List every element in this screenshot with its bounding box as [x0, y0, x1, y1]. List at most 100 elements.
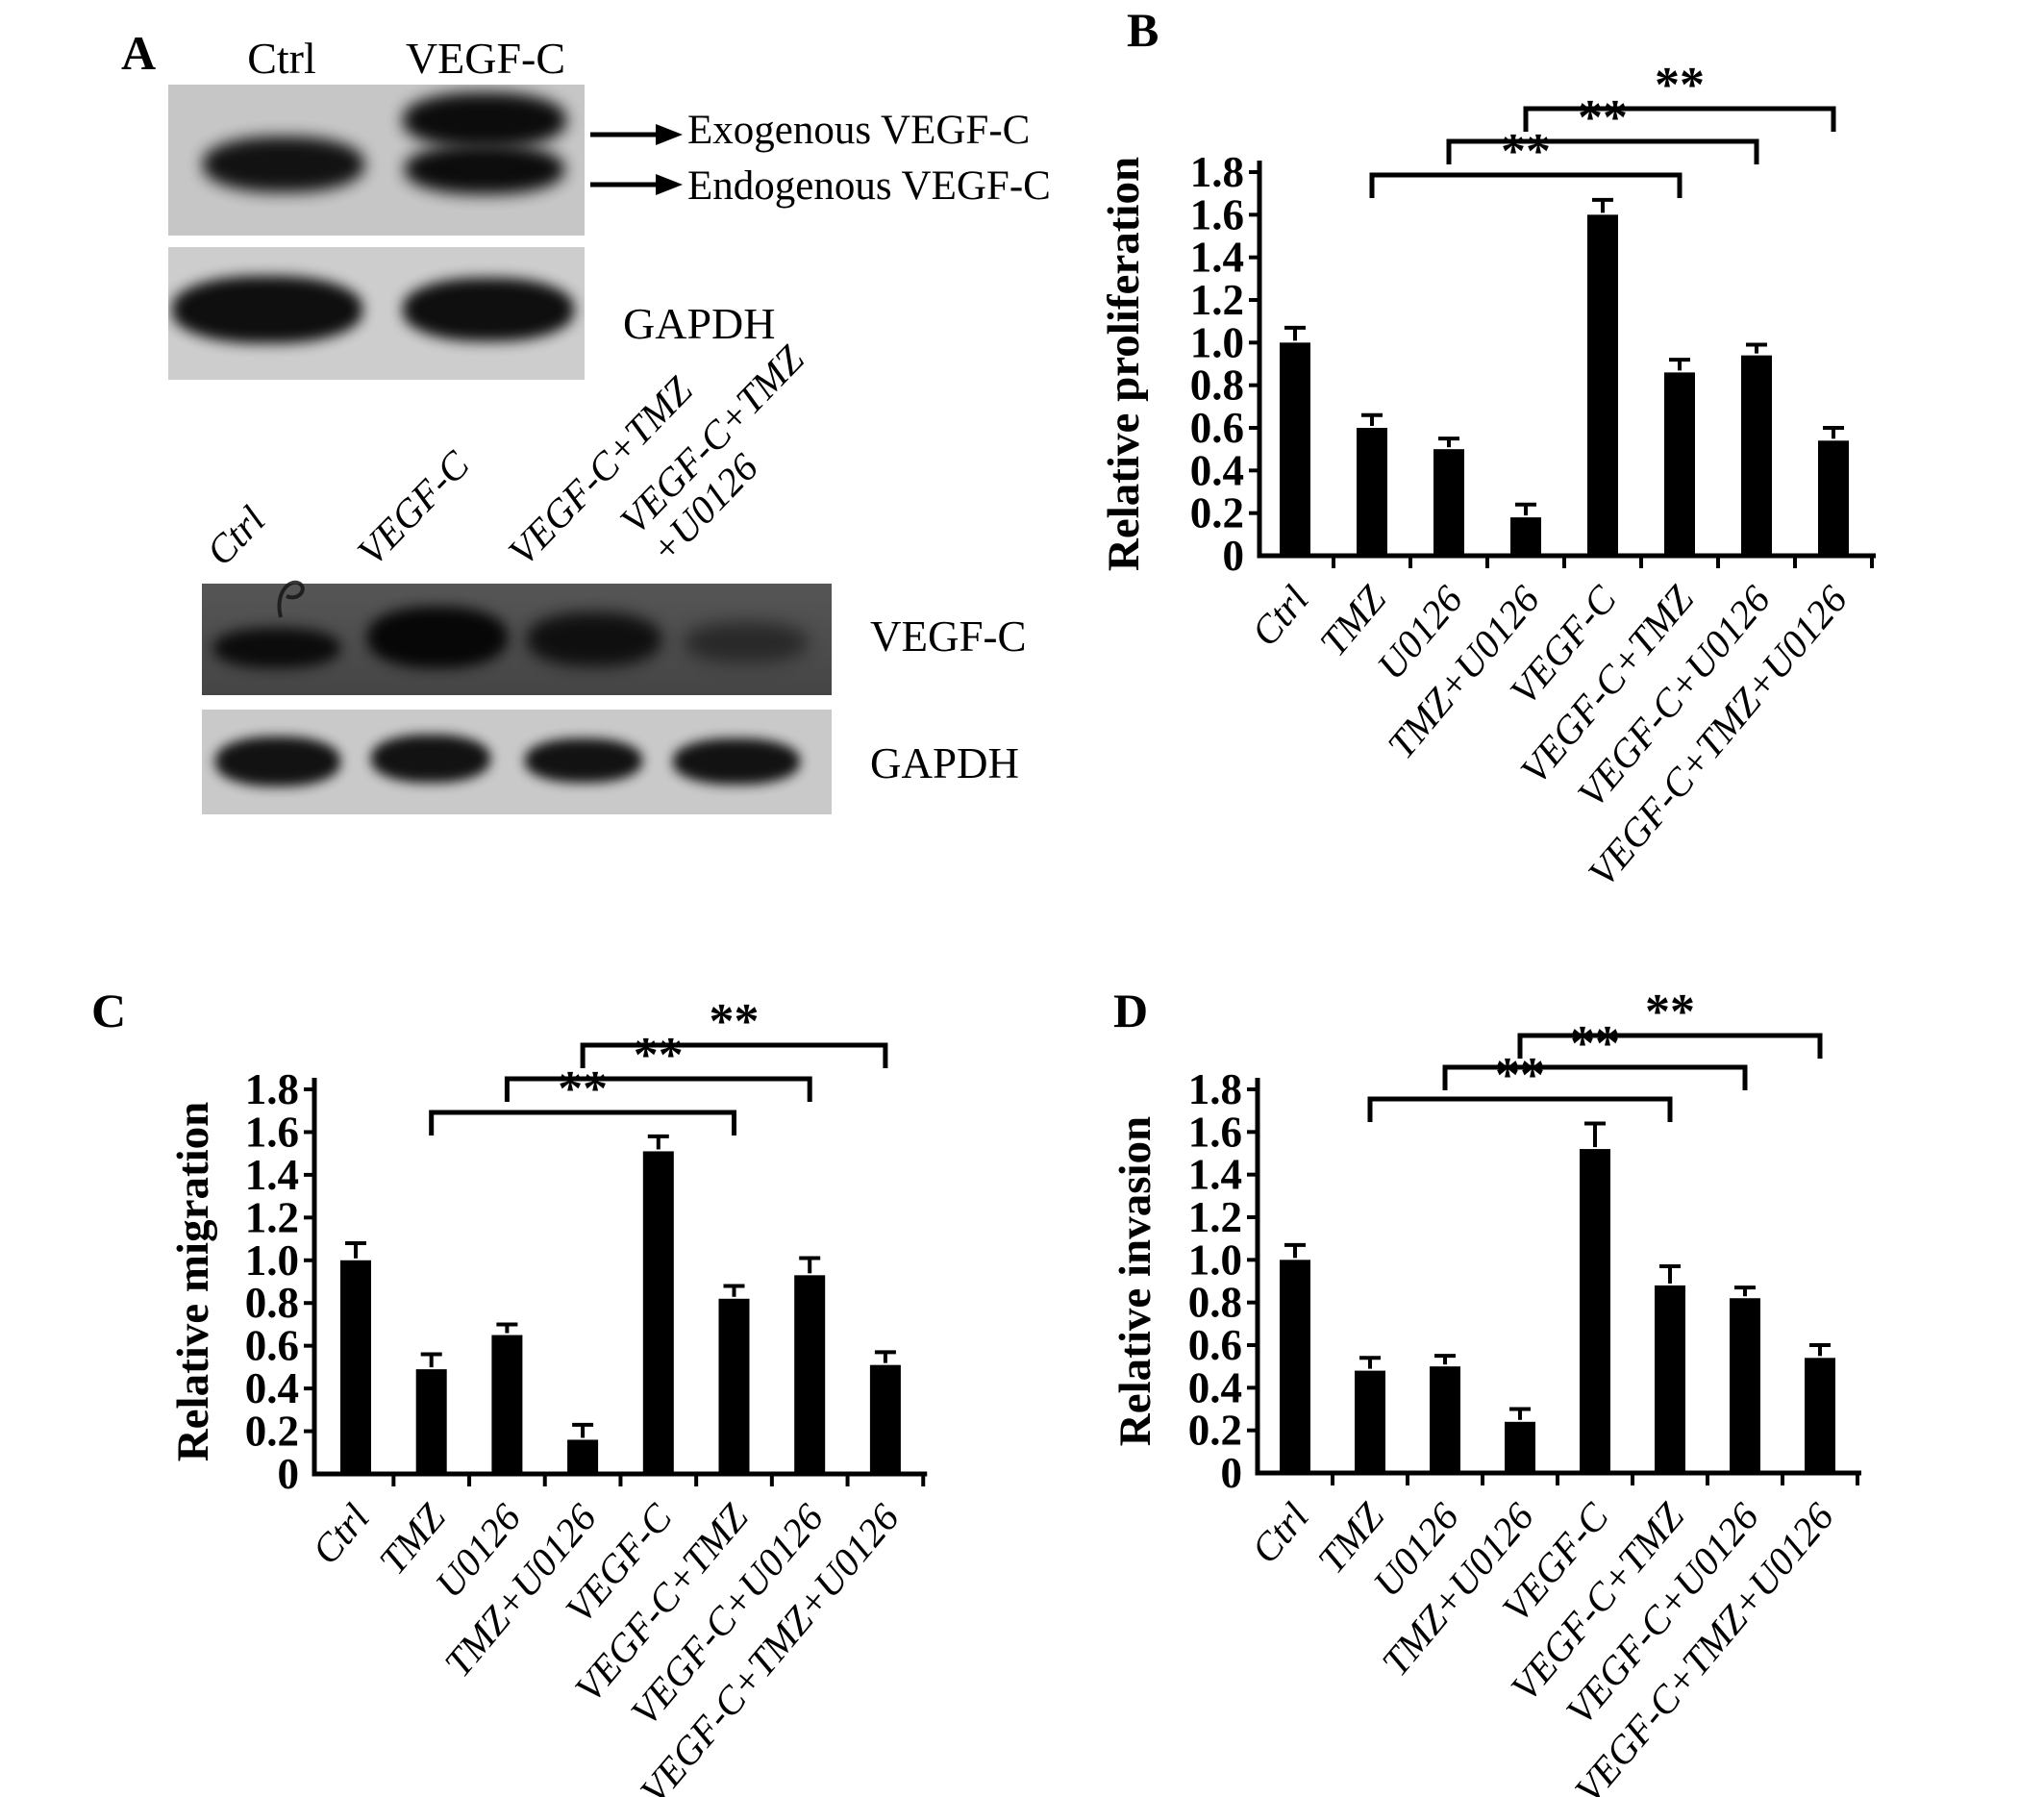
bottom-blot-row-label-gapdh: GAPDH	[870, 739, 1020, 787]
significance-bracket	[1367, 1096, 1673, 1122]
y-tick-label: 1.0	[1188, 1235, 1242, 1284]
significance-label: **	[558, 1061, 608, 1116]
chart-relative-proliferation: 00.20.40.60.81.01.21.41.61.8CtrlTMZU0126…	[1099, 58, 1876, 894]
bar-VEGF-C	[1587, 214, 1618, 557]
y-tick-label: 1.4	[1188, 1151, 1242, 1199]
significance-bracket	[1369, 172, 1683, 198]
y-tick-label: 1.8	[1190, 148, 1244, 196]
y-tick-label: 1.2	[1190, 276, 1244, 324]
bar-VEGF-C	[1580, 1149, 1610, 1473]
significance-label: **	[1578, 90, 1628, 145]
top-blot-lane-label-vegfc: VEGF-C	[405, 34, 566, 83]
band-exogenous-vegfc	[403, 92, 566, 148]
band-endogenous-vegfc	[405, 144, 564, 194]
bar-TMZ	[1357, 428, 1387, 556]
arrow-right-icon	[590, 124, 683, 145]
panel-c-letter: C	[91, 984, 127, 1037]
bar-VEGF-C+TMZ	[718, 1298, 750, 1474]
y-tick-label: 1.2	[1188, 1193, 1242, 1241]
y-tick-label: 0.8	[1190, 362, 1244, 410]
bar-Ctrl	[1280, 342, 1310, 556]
significance-bracket	[1446, 138, 1759, 164]
y-axis-title: Relative proliferation	[1099, 157, 1149, 571]
y-tick-label: 0.2	[1190, 489, 1244, 537]
y-tick-label: 1.0	[245, 1236, 299, 1285]
bar-U0126	[1430, 1366, 1460, 1473]
bar-TMZ	[415, 1369, 447, 1474]
annotation-exogenous-vegfc: Exogenous VEGF-C	[687, 108, 1031, 153]
arrow-right-icon	[590, 174, 683, 195]
band-ctrl	[213, 628, 340, 668]
significance-bracket	[429, 1110, 736, 1136]
bar-VEGF-C+TMZ	[1664, 372, 1695, 556]
western-blot-gapdh-bottom	[202, 710, 832, 814]
bar-VEGF-C+TMZ+U0126	[1805, 1358, 1835, 1473]
band-gapdh-lane2	[371, 735, 490, 783]
annotation-endogenous-vegfc: Endogenous VEGF-C	[687, 163, 1051, 209]
y-axis-title: Relative migration	[168, 1102, 218, 1462]
bar-VEGF-C+TMZ	[1655, 1285, 1685, 1473]
top-blot-lane-label-ctrl: Ctrl	[247, 34, 316, 83]
y-tick-label: 0.8	[245, 1279, 299, 1327]
bar-VEGF-C+U0126	[1741, 355, 1772, 556]
y-tick-label: 0.6	[1188, 1321, 1242, 1369]
bar-TMZ+U0126	[1510, 517, 1541, 556]
y-tick-label: 0.8	[1188, 1279, 1242, 1327]
y-tick-label: 1.4	[1190, 234, 1244, 282]
y-tick-label: 0	[1221, 1449, 1243, 1497]
y-tick-label: 1.6	[1188, 1108, 1242, 1156]
bar-Ctrl	[340, 1260, 371, 1474]
band-ctrl-vegfc	[203, 137, 364, 192]
significance-label: **	[1645, 985, 1695, 1039]
x-category-label: Ctrl	[1242, 1494, 1317, 1571]
significance-bracket	[1523, 106, 1836, 132]
bottom-blot-lane-label-vegfc: VEGF-C	[348, 441, 478, 574]
significance-label: **	[710, 994, 760, 1049]
panel-a-letter: A	[121, 26, 157, 80]
chart-relative-invasion: 00.20.40.60.81.01.21.41.61.8CtrlTMZU0126…	[1110, 985, 1861, 1797]
bar-VEGF-C+TMZ+U0126	[1818, 440, 1849, 556]
panel-b-letter: B	[1127, 3, 1159, 57]
panel-d-letter: D	[1113, 984, 1149, 1037]
band-gapdh-lane3	[525, 738, 642, 783]
y-tick-label: 1.2	[245, 1193, 299, 1241]
significance-label: **	[1570, 1016, 1620, 1071]
y-tick-label: 0.4	[1190, 446, 1244, 494]
band-gapdh-ctrl	[172, 276, 362, 343]
y-tick-label: 1.6	[1190, 190, 1244, 238]
band-gapdh-lane4	[673, 738, 800, 785]
y-tick-label: 1.0	[1190, 318, 1244, 366]
bar-VEGF-C+TMZ+U0126	[869, 1364, 901, 1474]
significance-label: **	[1655, 58, 1705, 112]
western-blot-gapdh-top	[168, 247, 585, 380]
significance-bracket	[1517, 1033, 1823, 1059]
band-vegfc-tmz-u0126	[685, 622, 808, 662]
band-vegfc-tmz	[527, 612, 661, 666]
x-category-label: Ctrl	[303, 1495, 378, 1572]
bar-VEGF-C	[642, 1151, 674, 1474]
bar-TMZ+U0126	[1505, 1421, 1535, 1473]
y-tick-label: 0.4	[1188, 1363, 1242, 1411]
y-tick-label: 0	[1223, 532, 1245, 580]
y-tick-label: 0.4	[245, 1364, 299, 1412]
y-tick-label: 0.6	[245, 1322, 299, 1370]
band-vegfc	[367, 607, 508, 668]
western-blot-vegfc-treatments	[202, 584, 832, 695]
y-tick-label: 0	[278, 1450, 300, 1498]
y-tick-label: 0.2	[1188, 1407, 1242, 1455]
bar-VEGF-C+U0126	[794, 1275, 826, 1474]
significance-bracket	[504, 1076, 812, 1102]
x-category-label: Ctrl	[1242, 577, 1317, 654]
band-gapdh-vegfc	[403, 278, 574, 341]
bottom-blot-row-label-vegfc: VEGF-C	[870, 612, 1027, 661]
y-tick-label: 1.4	[245, 1151, 299, 1199]
bar-Ctrl	[1280, 1260, 1310, 1473]
pen-mark-artifact	[277, 580, 305, 618]
significance-bracket	[580, 1042, 888, 1068]
significance-label: **	[634, 1028, 684, 1083]
y-tick-label: 0.2	[245, 1408, 299, 1456]
chart-relative-migration: 00.20.40.60.81.01.21.41.61.8CtrlTMZU0126…	[168, 994, 928, 1797]
top-blot-gapdh-label: GAPDH	[623, 299, 776, 348]
y-tick-label: 1.8	[1188, 1065, 1242, 1113]
